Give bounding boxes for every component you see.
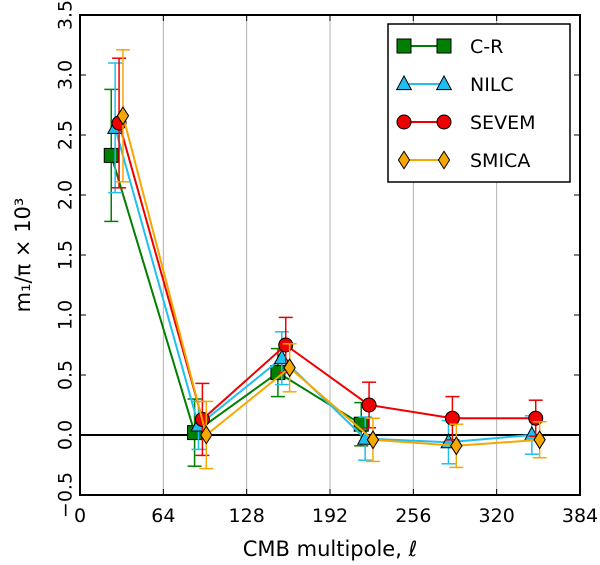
y-tick-label: 0.0 [55, 420, 77, 450]
x-tick-label: 64 [151, 505, 175, 527]
data-point-sevem [278, 337, 294, 353]
series-smica [115, 49, 547, 470]
data-point-smica [283, 358, 296, 378]
legend-label: NILC [470, 74, 514, 96]
x-tick-label: 0 [74, 505, 86, 527]
data-point-sevem [444, 410, 460, 426]
y-tick-label: 3.5 [55, 0, 77, 30]
y-tick-label: 1.0 [55, 300, 77, 330]
series-layer [103, 49, 547, 470]
data-point-smica [366, 430, 380, 450]
y-axis-title: m₁/π × 10³ [11, 198, 35, 313]
series-nilc [106, 62, 541, 465]
x-tick-label: 192 [312, 505, 348, 527]
legend-label: C-R [470, 36, 503, 58]
data-point-smica [533, 430, 546, 450]
legend-box [387, 23, 571, 183]
y-tick-label: 2.5 [55, 120, 77, 150]
data-point-smica [116, 106, 130, 126]
y-tick-label: 2.0 [55, 180, 77, 210]
series-line-c-r [110, 155, 362, 435]
legend-label: SEVEM [470, 112, 535, 134]
legend-entry-nilc: NILC [395, 74, 514, 96]
y-tick-label: 3.0 [55, 60, 77, 90]
x-tick-label: 384 [562, 505, 598, 527]
x-tick-label: 256 [395, 505, 431, 527]
y-tick-label: 0.5 [55, 360, 77, 390]
legend-label: SMICA [470, 150, 530, 172]
y-tick-label: 1.5 [55, 240, 77, 270]
legend: C-R NILC SEVEM SMICA [387, 23, 571, 183]
tick-layer: 0 64 128 192 256 320 384 −0.5 0.0 0.5 1.0 1.5 2.0 2.5… [55, 0, 599, 527]
legend-entry-sevem: SEVEM [396, 112, 535, 134]
x-tick-label: 128 [229, 505, 265, 527]
data-point-c-r [103, 147, 119, 163]
series-line-nilc [114, 127, 532, 444]
legend-entry-smica: SMICA [397, 150, 530, 172]
data-point-sevem [361, 397, 377, 413]
y-tick-label: −0.5 [55, 472, 77, 518]
data-point-smica [450, 436, 463, 456]
series-line-smica [122, 115, 540, 447]
data-point-sevem [528, 410, 544, 426]
x-tick-label: 320 [479, 505, 515, 527]
x-axis-title: CMB multipole, ℓ [243, 537, 418, 561]
legend-entry-c-r: C-R [396, 36, 503, 58]
data-point-smica [200, 425, 213, 445]
